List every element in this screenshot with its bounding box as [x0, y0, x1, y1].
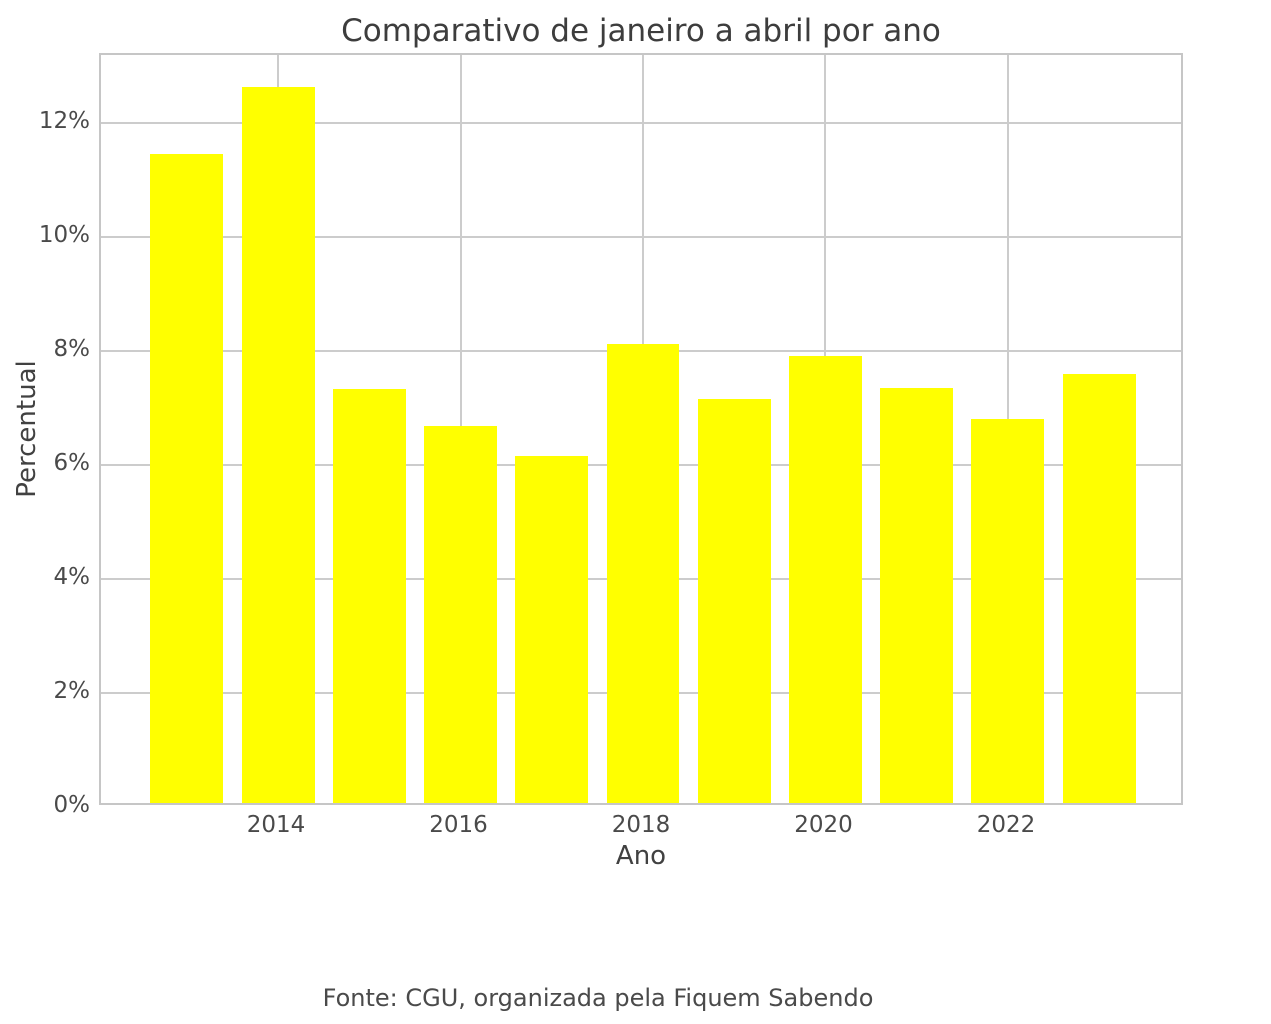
bar-2016	[424, 426, 497, 803]
y-tick-label: 0%	[53, 792, 91, 818]
bar-2015	[332, 389, 406, 803]
y-tick-label: 4%	[53, 564, 91, 591]
chart-title: Comparativo de janeiro a abril por ano	[341, 13, 941, 49]
bar-2019	[697, 398, 771, 803]
y-tick-label: 8%	[53, 336, 91, 363]
bar-2021	[880, 387, 954, 803]
y-tick-label: 6%	[53, 450, 91, 477]
bar-2013	[150, 154, 224, 803]
source-note: Fonte: CGU, organizada pela Fiquem Saben…	[322, 984, 874, 1012]
bar-2014	[241, 87, 315, 803]
x-tick-label: 2016	[429, 812, 488, 838]
plot-area	[99, 53, 1183, 805]
x-axis-title: Ano	[615, 841, 667, 871]
bar-2022	[971, 418, 1045, 803]
y-axis-title: Percentual	[12, 360, 42, 498]
x-tick-label: 2020	[794, 812, 853, 838]
x-tick-label: 2018	[611, 812, 671, 838]
x-tick-label: 2014	[246, 812, 306, 838]
gridline-horizontal	[101, 122, 1181, 125]
x-tick-label: 2022	[976, 812, 1036, 838]
y-tick-label: 10%	[38, 222, 90, 249]
bar-2018	[606, 343, 680, 803]
bar-2017	[515, 456, 589, 803]
bar-2020	[788, 356, 862, 803]
y-tick-label: 12%	[38, 108, 90, 135]
bar-2023	[1062, 374, 1136, 803]
gridline-horizontal	[101, 236, 1181, 239]
y-tick-label: 2%	[53, 678, 91, 705]
